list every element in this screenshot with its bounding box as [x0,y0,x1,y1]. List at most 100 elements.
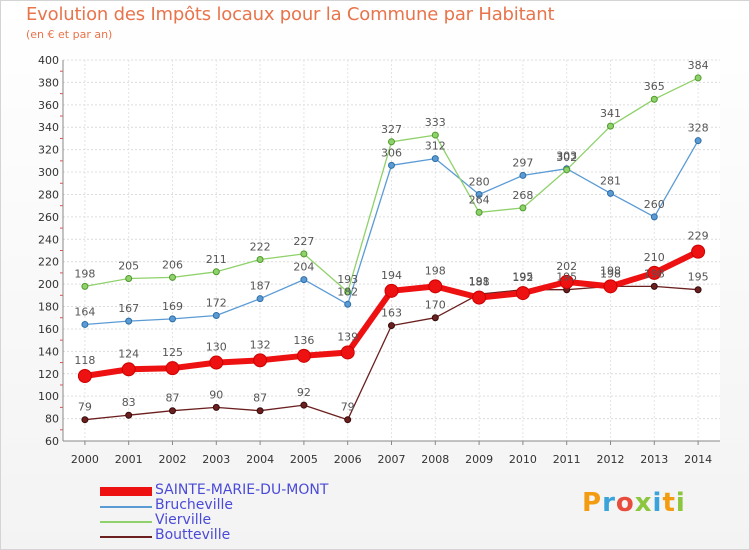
data-point [607,122,614,130]
data-label: 182 [337,285,358,298]
data-label: 198 [600,264,621,277]
data-point [650,95,658,103]
data-label: 132 [250,338,271,351]
data-label: 191 [469,275,490,288]
data-label: 202 [556,260,577,273]
data-point [77,369,92,384]
logo-letter: o [615,488,635,518]
y-tick-label: 260 [38,211,59,224]
data-label: 384 [688,59,709,72]
data-label: 229 [688,230,709,243]
data-point [344,288,352,296]
data-label: 125 [162,346,183,359]
x-tick-label: 2010 [509,453,537,466]
x-tick-label: 2001 [115,453,143,466]
data-label: 303 [556,150,577,163]
data-point [431,155,439,163]
data-point [165,361,180,376]
data-label: 302 [556,151,577,164]
logo-letter: i [652,488,663,518]
data-label: 192 [512,271,533,284]
y-tick-label: 220 [38,256,59,269]
data-label: 130 [206,341,227,354]
y-tick-label: 280 [38,188,59,201]
data-point [125,411,133,419]
data-point [212,268,220,276]
data-point [169,273,176,281]
legend-swatch [100,536,152,538]
y-tick-label: 400 [38,54,59,67]
data-point [650,213,658,221]
x-tick-label: 2000 [71,453,99,466]
x-tick-label: 2003 [202,453,230,466]
data-label: 195 [556,271,577,284]
chart-subtitle: (en € et par an) [26,28,113,41]
data-label: 198 [74,267,95,280]
data-label: 222 [250,240,271,253]
data-point [559,274,574,289]
data-point [519,204,527,212]
data-label: 268 [512,189,533,202]
data-label: 87 [166,392,180,405]
data-label: 341 [600,107,621,120]
y-tick-label: 240 [38,233,59,246]
data-point [647,265,662,280]
data-label: 193 [337,273,358,286]
data-label: 172 [206,296,227,309]
data-label: 365 [644,80,665,93]
x-tick-label: 2004 [246,453,274,466]
x-tick-label: 2013 [640,453,668,466]
x-tick-label: 2007 [378,453,406,466]
chart-grid [63,59,720,442]
logo-letter: x [634,488,653,518]
data-point [475,208,483,216]
data-point [212,311,220,319]
data-label: 194 [381,269,402,282]
chart-title: Evolution des Impôts locaux pour la Comm… [26,4,555,25]
x-tick-label: 2005 [290,453,318,466]
data-label: 136 [293,334,314,347]
data-point [515,286,530,301]
y-tick-label: 140 [38,345,59,358]
x-tick-label: 2006 [334,453,362,466]
data-point [519,171,527,179]
data-point [388,161,395,169]
data-point [563,166,571,174]
data-point [472,290,487,305]
data-point [428,279,443,294]
legend-swatch [100,506,152,508]
data-label: 79 [341,401,355,414]
logo-letter: i [675,488,686,518]
legend-label: Boutteville [155,527,231,543]
data-point [694,286,702,294]
legend-label: SAINTE-MARIE-DU-MONT [155,482,329,498]
data-label: 124 [118,347,139,360]
data-point [388,138,395,146]
y-tick-label: 300 [38,166,59,179]
y-tick-label: 80 [45,413,59,426]
data-point [344,416,352,424]
data-point [169,407,176,415]
data-label: 92 [297,386,311,399]
x-axis: 2000 2001 2002 2003 2004 2005 2006 2007 2008 2009… [63,440,720,466]
data-point [253,353,268,368]
data-label: 297 [512,156,533,169]
data-label: 187 [250,280,271,293]
data-point [603,279,618,294]
data-label: 198 [644,267,665,280]
data-label: 164 [74,305,95,318]
data-point [256,295,264,303]
data-label: 206 [162,258,183,271]
data-label: 83 [122,396,136,409]
data-label: 204 [293,261,314,274]
y-tick-label: 340 [38,121,59,134]
data-point [256,255,264,263]
y-tick-label: 60 [45,435,59,448]
data-label: 139 [337,330,358,343]
data-point [212,403,220,411]
data-label: 205 [118,260,139,273]
data-point [431,314,439,322]
legend-label: Brucheville [155,497,233,513]
data-point [388,322,395,330]
logo-letter: r [602,488,616,518]
